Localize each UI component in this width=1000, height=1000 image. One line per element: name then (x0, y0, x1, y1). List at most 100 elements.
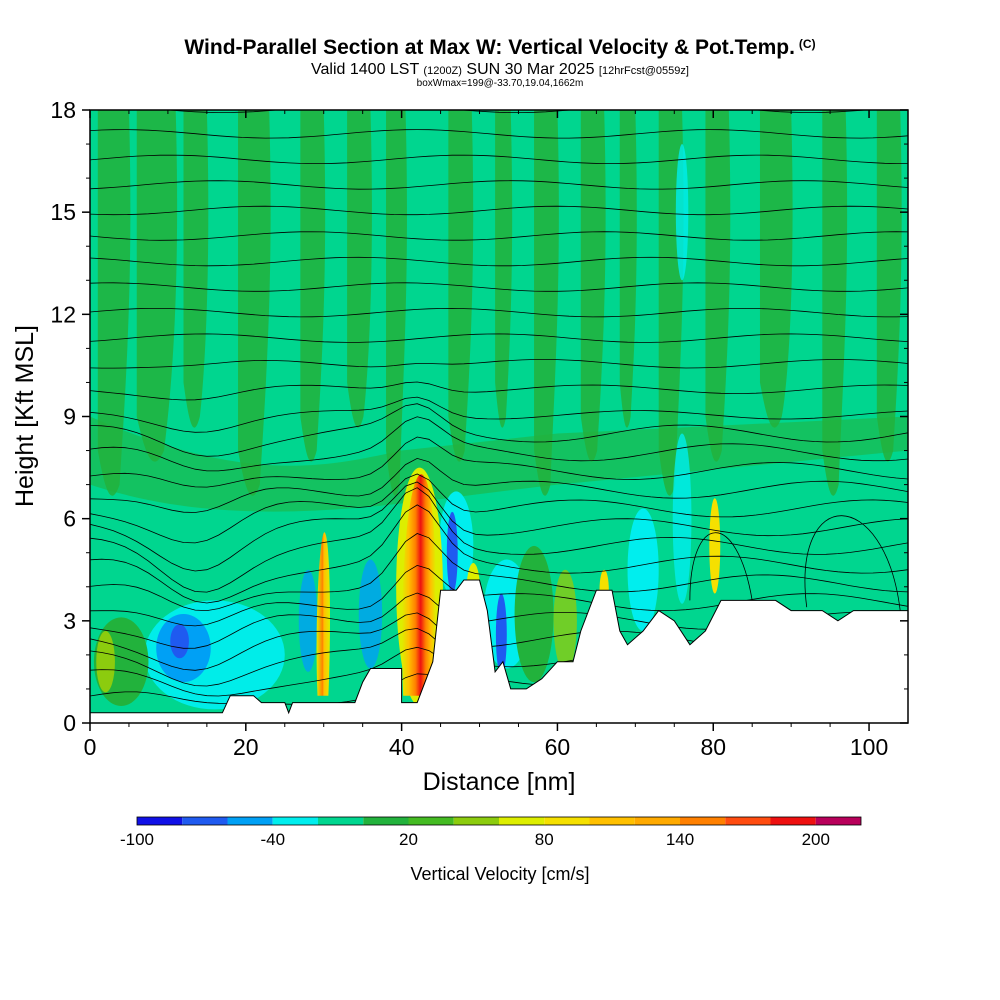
chart-subtitle: Valid 1400 LST (1200Z) SUN 30 Mar 2025 [… (0, 61, 1000, 79)
colorbar-frame (136, 816, 862, 826)
updraft-streak (300, 110, 326, 462)
chart-title: Wind-Parallel Section at Max W: Vertical… (0, 36, 1000, 60)
axes: 0 20 40 60 80 100 0 3 6 9 12 15 18 (50, 97, 908, 760)
downdraft-area (675, 144, 689, 281)
colorbar-swatch (227, 817, 273, 825)
colorbar-swatch (815, 817, 861, 825)
theta-contour (90, 487, 908, 593)
downdraft-core (495, 593, 507, 676)
colorbar: -100 -40 20 80 140 200 (120, 816, 862, 849)
x-tick-label: 0 (84, 734, 97, 760)
colorbar-swatch (634, 817, 680, 825)
colorbar-swatch (544, 817, 590, 825)
x-tick-label: 20 (233, 734, 259, 760)
y-tick-label: 15 (50, 199, 76, 225)
theta-contour (90, 129, 908, 139)
colorbar-tick-label: 140 (666, 830, 694, 849)
theta-contour (90, 436, 908, 488)
x-tick-label: 100 (850, 734, 888, 760)
weak-updraft (553, 569, 577, 672)
theta-contour (90, 533, 908, 612)
colorbar-swatch (589, 817, 635, 825)
theta-contour (90, 333, 908, 343)
theta-contour (90, 564, 908, 627)
theta-contour (90, 282, 908, 292)
updraft-streak (183, 110, 209, 428)
downdraft-area (627, 508, 659, 632)
y-tick-label: 3 (63, 608, 76, 634)
theta-contour (90, 359, 908, 369)
downdraft-core (170, 624, 189, 659)
colorbar-swatch (182, 817, 228, 825)
theta-contour (90, 416, 908, 472)
midlevel-band (90, 416, 908, 512)
title-text: Wind-Parallel Section at Max W: Vertical… (184, 36, 795, 59)
terrain-mask (90, 579, 908, 723)
colorbar-tick-label: -40 (260, 830, 285, 849)
y-tick-label: 9 (63, 404, 76, 430)
colorbar-swatch (318, 817, 364, 825)
colorbar-swatch (137, 817, 183, 825)
y-tick-label: 18 (50, 97, 76, 123)
x-tick-label: 80 (700, 734, 726, 760)
valid-date: SUN 30 Mar 2025 (466, 61, 595, 78)
updraft-streak (136, 110, 178, 462)
theta-contour (90, 256, 908, 267)
updraft-core (709, 498, 721, 594)
colorbar-swatch (770, 817, 816, 825)
y-tick-label: 0 (63, 710, 76, 736)
updraft-streak (705, 110, 731, 462)
updraft-streak (876, 110, 902, 462)
theta-contour (90, 457, 908, 513)
x-tick-label: 60 (545, 734, 571, 760)
x-axis-label: Distance [nm] (423, 768, 576, 796)
colorbar-label: Vertical Velocity [cm/s] (410, 864, 589, 884)
theta-contour (164, 110, 870, 113)
forecast-tag: [12hrFcst@0559z] (598, 65, 689, 77)
colorbar-swatch (725, 817, 771, 825)
theta-contour (90, 403, 908, 457)
colorbar-swatch (499, 817, 545, 825)
y-axis-label: Height [Kft MSL] (11, 325, 39, 507)
theta-contour (90, 231, 908, 241)
updraft-streak (386, 110, 407, 496)
theta-contour (804, 515, 901, 611)
title-tag: (C) (798, 37, 816, 51)
theta-contour (90, 504, 908, 604)
theta-contour (90, 307, 908, 318)
updraft-streak (619, 110, 637, 428)
theta-contour (90, 180, 908, 190)
y-tick-label: 6 (63, 506, 76, 532)
box-info: boxWmax=199@-33.70,19.04,1662m (416, 78, 584, 89)
valid-time: Valid 1400 LST (311, 61, 419, 78)
downdraft-core (446, 511, 458, 594)
theta-contour (90, 381, 908, 401)
colorbar-tick-label: 20 (399, 830, 418, 849)
colorbar-swatch (408, 817, 454, 825)
updraft-streak (97, 110, 131, 496)
updraft-streak (495, 110, 513, 428)
colorbar-tick-label: -100 (120, 830, 154, 849)
downdraft-area (298, 569, 318, 672)
y-tick-label: 12 (50, 301, 76, 327)
colorbar-swatch (272, 817, 318, 825)
valid-utc: (1200Z) (423, 65, 462, 77)
colorbar-tick-label: 200 (802, 830, 830, 849)
theta-contour (90, 154, 908, 164)
theta-contour (689, 532, 753, 601)
colorbar-tick-label: 80 (535, 830, 554, 849)
theta-contour (90, 481, 908, 572)
plot-area (90, 110, 908, 723)
downdraft-area (672, 433, 692, 604)
x-tick-label: 40 (389, 734, 415, 760)
weak-updraft (96, 631, 115, 693)
updraft-streak (580, 110, 606, 462)
theta-contour (90, 473, 908, 544)
main-updraft-core (401, 474, 436, 696)
colorbar-swatch (363, 817, 409, 825)
colorbar-swatch (453, 817, 499, 825)
secondary-updraft-core (316, 532, 330, 696)
downdraft-area (358, 559, 383, 669)
theta-contour (90, 205, 908, 216)
